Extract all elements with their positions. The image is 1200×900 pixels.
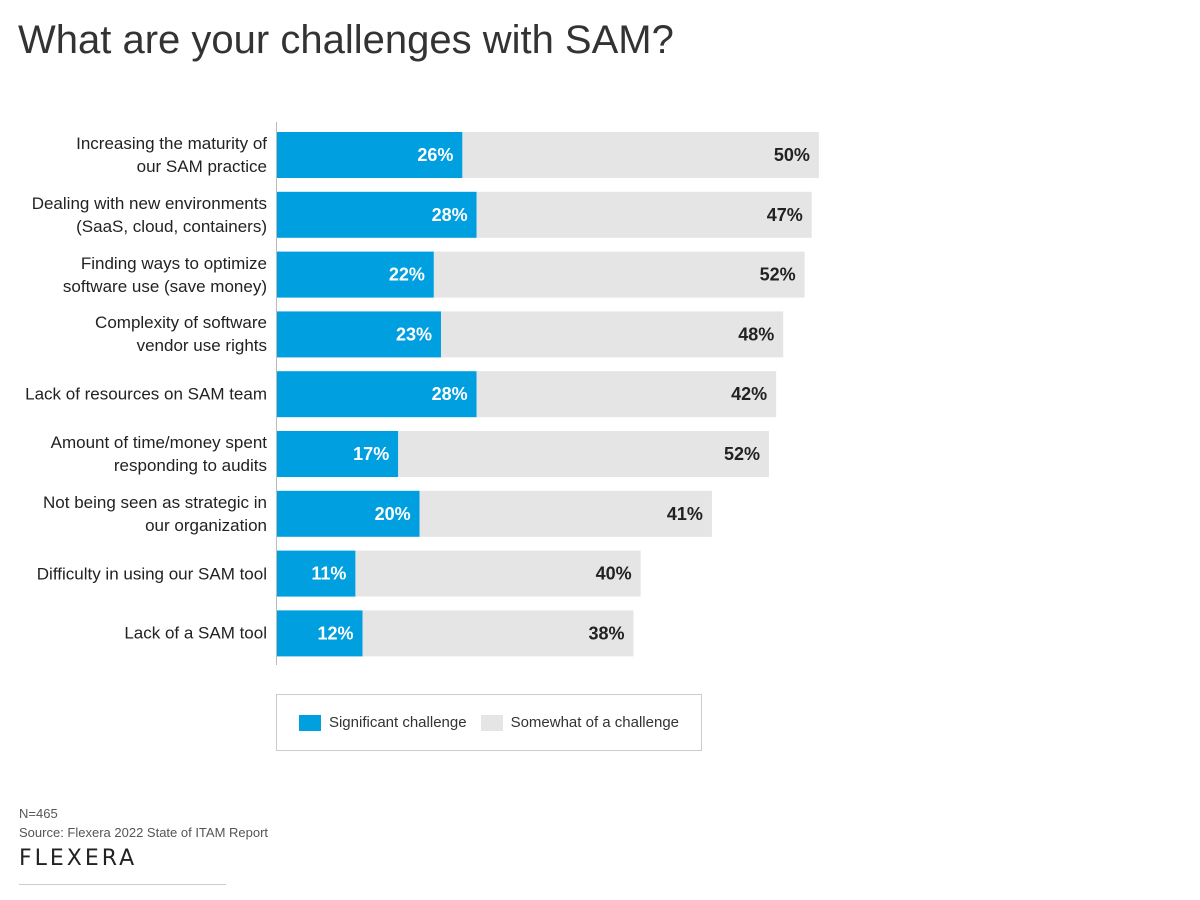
data-label: 12% xyxy=(318,623,354,643)
data-label: 40% xyxy=(596,564,632,584)
bar-somewhat xyxy=(440,311,784,358)
source: Source: Flexera 2022 State of ITAM Repor… xyxy=(19,825,269,840)
data-label: 52% xyxy=(760,265,796,285)
legend-item-somewhat: Somewhat of a challenge xyxy=(480,714,679,732)
data-label: 42% xyxy=(731,384,767,404)
category-label: Difficulty in using our SAM tool xyxy=(36,564,267,584)
footnote: N=465 Source: Flexera 2022 State of ITAM… xyxy=(19,804,268,842)
data-label: 52% xyxy=(724,444,760,464)
bar-somewhat xyxy=(398,431,769,477)
data-label: 28% xyxy=(432,384,468,404)
category-label: Lack of a SAM tool xyxy=(124,623,267,643)
bar-somewhat xyxy=(476,191,812,238)
bar-somewhat xyxy=(433,251,805,298)
bar-somewhat xyxy=(355,550,641,597)
divider xyxy=(19,884,226,885)
data-label: 48% xyxy=(738,324,774,344)
legend: Significant challenge Somewhat of a chal… xyxy=(276,694,702,751)
category-label: Complexity of software vendor use rights xyxy=(95,313,267,356)
bar-significant xyxy=(277,610,363,657)
category-label: Finding ways to optimize software use (sa… xyxy=(62,253,267,296)
data-label: 26% xyxy=(417,145,453,165)
bar-significant xyxy=(277,132,463,178)
bar-somewhat xyxy=(476,371,777,418)
data-label: 38% xyxy=(588,623,624,643)
chart-title: What are your challenges with SAM? xyxy=(18,18,674,62)
legend-item-significant: Significant challenge xyxy=(298,714,467,732)
bar-somewhat xyxy=(419,490,712,537)
data-label: 17% xyxy=(353,444,389,464)
bar-significant xyxy=(277,431,399,477)
category-label: Amount of time/money spent responding to … xyxy=(50,433,267,475)
data-label: 22% xyxy=(389,265,425,285)
category-label: Not being seen as strategic in our organi… xyxy=(43,492,267,535)
category-label: Lack of resources on SAM team xyxy=(25,384,267,404)
category-label: Dealing with new environments (SaaS, clou… xyxy=(31,193,267,236)
data-label: 23% xyxy=(396,324,432,344)
bar-somewhat xyxy=(462,132,819,178)
data-label: 20% xyxy=(375,504,411,524)
data-label: 11% xyxy=(311,564,346,584)
flexera-logo: FLEXERA xyxy=(19,846,138,871)
bar-significant xyxy=(277,550,356,597)
bar-significant xyxy=(277,311,441,358)
bar-significant xyxy=(277,490,420,537)
bar-significant xyxy=(277,371,477,418)
bar-somewhat xyxy=(362,610,634,657)
legend-swatch xyxy=(298,715,321,732)
sample-size: N=465 xyxy=(19,806,58,821)
category-label: Increasing the maturity of our SAM practi… xyxy=(76,134,267,176)
data-label: 50% xyxy=(774,145,810,165)
data-label: 28% xyxy=(432,205,468,225)
legend-swatch xyxy=(480,715,503,732)
bar-significant xyxy=(277,191,477,238)
data-label: 41% xyxy=(667,504,703,524)
data-label: 47% xyxy=(767,205,803,225)
bar-significant xyxy=(277,251,434,298)
